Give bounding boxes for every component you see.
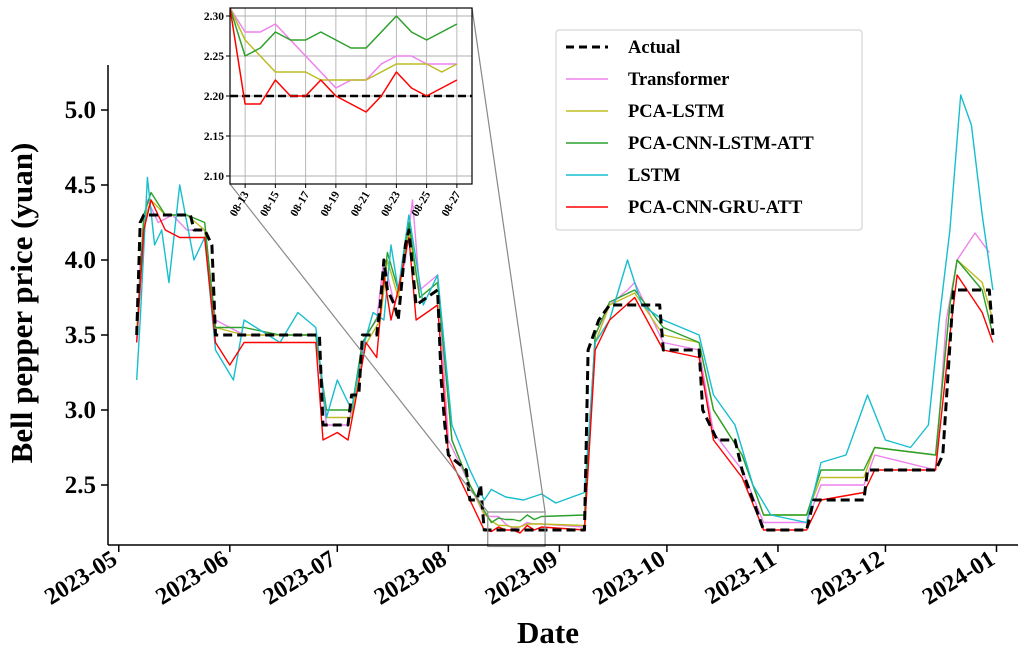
legend: Actual Transformer PCA-LSTM PCA-CNN-LSTM-AT… — [555, 29, 863, 231]
series-line-lstm — [136, 94, 994, 524]
y-tick-label: 5.0 — [65, 97, 96, 124]
legend-label-lstm: LSTM — [628, 166, 680, 186]
inset-x-tick-label: 08-27 — [440, 189, 464, 218]
inset-x-tick-label: 08-19 — [319, 189, 343, 218]
inset-y-tick-label: 2.30 — [204, 11, 224, 23]
x-tick-label: 2023-08 — [370, 546, 452, 610]
inset-series-line-pca-cnn-gru-att — [230, 8, 458, 113]
inset-y-tick-label: 2.25 — [204, 51, 224, 63]
x-tick-label: 2024-01 — [918, 546, 1000, 610]
series-line-pca-cnn-lstm-att — [136, 191, 994, 524]
x-tick-label: 2023-06 — [151, 546, 233, 610]
x-axis-label: Date — [517, 615, 579, 647]
y-tick-label: 4.5 — [65, 172, 96, 199]
series-line-pca-lstm — [136, 199, 994, 528]
series-line-transformer — [136, 199, 990, 530]
x-tick-label: 2023-10 — [588, 546, 670, 610]
inset-x-tick-label: 08-21 — [349, 189, 373, 218]
legend-label-pca-cnn-gru-att: PCA-CNN-GRU-ATT — [628, 198, 803, 218]
y-tick-label: 4.0 — [65, 247, 96, 274]
zoom-region — [229, 7, 546, 548]
x-tick-label: 2023-05 — [40, 546, 122, 610]
y-tick-label: 3.0 — [65, 397, 96, 424]
zoom-rectangle — [487, 511, 546, 548]
series-line-actual — [135, 213, 995, 532]
x-tick-label: 2023-12 — [807, 546, 889, 610]
inset-series-line-pca-cnn-lstm-att — [230, 8, 458, 57]
legend-frame — [555, 29, 863, 231]
legend-label-pca-cnn-lstm-att: PCA-CNN-LSTM-ATT — [628, 134, 814, 154]
zoom-connector-right — [471, 7, 546, 513]
legend-label-pca-lstm: PCA-LSTM — [628, 102, 725, 122]
legend-label-transformer: Transformer — [628, 70, 729, 90]
y-ticks: 2.5 3.0 3.5 4.0 4.5 5.0 — [65, 97, 108, 499]
inset-series-line-pca-lstm — [230, 8, 458, 81]
inset-y-tick-label: 2.10 — [204, 171, 224, 183]
y-tick-label: 3.5 — [65, 322, 96, 349]
inset-plot: 2.10 2.15 2.20 2.25 2.30 08-13 08-15 08-17 08-1… — [204, 7, 473, 219]
zoom-connector-left — [229, 183, 489, 513]
inset-x-tick-label: 08-17 — [288, 189, 312, 218]
inset-series-lines — [230, 8, 472, 113]
inset-y-ticks: 2.10 2.15 2.20 2.25 2.30 — [204, 11, 230, 183]
inset-x-tick-label: 08-23 — [379, 189, 403, 218]
x-tick-label: 2023-07 — [259, 546, 341, 610]
legend-label-actual: Actual — [628, 38, 680, 58]
inset-y-tick-label: 2.20 — [204, 91, 224, 103]
inset-series-line-transformer — [230, 8, 457, 89]
inset-x-tick-label: 08-13 — [228, 189, 252, 218]
main-plot: 2.5 3.0 3.5 4.0 4.5 5.0 2023-05 2023-06 2023-07… — [4, 7, 1018, 647]
y-tick-label: 2.5 — [65, 472, 96, 499]
x-tick-label: 2023-11 — [701, 546, 781, 610]
x-tick-label: 2023-09 — [481, 546, 563, 610]
inset-y-tick-label: 2.15 — [204, 131, 224, 143]
y-axis-label: Bell pepper price (yuan) — [4, 143, 39, 464]
x-ticks: 2023-05 2023-06 2023-07 2023-08 2023-09 2023-… — [40, 545, 1000, 611]
inset-x-tick-label: 08-15 — [258, 189, 282, 218]
inset-x-ticks: 08-13 08-15 08-17 08-19 08-21 08-23 08-25 08-27 — [228, 184, 464, 219]
